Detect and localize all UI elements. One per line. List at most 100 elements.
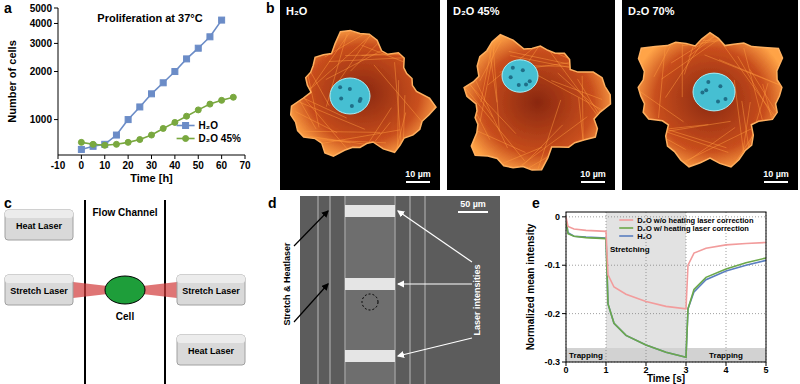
filament: [395, 112, 405, 153]
x-tick-label: 0: [563, 365, 568, 375]
marker: [184, 56, 190, 62]
image-background: [622, 0, 798, 190]
stretch-heat-label: Stretch & Heatlaser: [282, 242, 292, 326]
filaments: [638, 24, 782, 165]
nucleolus: [521, 68, 525, 72]
filament: [763, 84, 775, 129]
laser-box-highlight: [5, 210, 73, 218]
x-tick-label: 60: [216, 160, 228, 171]
nucleolus: [509, 75, 513, 79]
x-tick: [151, 155, 152, 159]
filament: [744, 48, 768, 140]
filament: [464, 88, 490, 140]
filament: [309, 139, 386, 142]
laser-box: [5, 275, 73, 305]
marker: [230, 94, 236, 100]
legend-label: D₂O 45%: [199, 133, 241, 144]
nucleus: [330, 78, 370, 114]
filament: [325, 32, 367, 57]
background: [0, 0, 800, 384]
scale-bar: [581, 181, 605, 183]
setup-diagram: Flow ChannelHeat LaserStretch LaserStret…: [5, 200, 245, 384]
filament: [734, 125, 761, 165]
region: [606, 212, 686, 362]
cell: [105, 276, 145, 304]
y-tick-label: 1000: [30, 114, 53, 125]
filament: [471, 70, 508, 148]
marker: [137, 137, 143, 143]
chart: TrappingStretchingTrapping012345-0.3-0.2…: [525, 212, 769, 384]
laser-box-highlight: [177, 275, 245, 283]
filament: [734, 80, 744, 160]
x-tick: [221, 155, 222, 159]
legend-swatch: [619, 219, 633, 221]
filament: [550, 51, 601, 120]
laser-box: [177, 335, 245, 365]
x-tick-label: 50: [193, 160, 205, 171]
x-axis-label: Time [h]: [130, 172, 173, 184]
cell-body: [291, 30, 436, 156]
marker: [102, 142, 108, 148]
y-tick: [562, 313, 566, 314]
panel-letter: c: [4, 195, 12, 211]
y-axis: [58, 8, 59, 155]
image-title: D₂O 45%: [453, 5, 500, 17]
nucleolus: [338, 85, 342, 89]
x-tick-label: 1: [603, 365, 608, 375]
panel-letter: e: [532, 195, 540, 211]
micrograph: D₂O 45% 10 µm: [447, 0, 615, 190]
filament: [513, 117, 588, 172]
y-axis-label: Number of cells: [6, 40, 18, 123]
legend-marker: [183, 136, 189, 142]
channel-label: Flow Channel: [93, 207, 158, 218]
marker: [137, 104, 143, 110]
marker: [160, 80, 166, 86]
legend-label: D₂O w/ heating laser correction: [637, 224, 749, 233]
marker: [102, 141, 108, 147]
filament: [306, 136, 350, 143]
intensities-label: Laser intensities: [472, 264, 482, 335]
arrow: [294, 211, 328, 246]
laser-label: Stretch Laser: [10, 286, 68, 296]
arrow: [294, 284, 328, 322]
y-tick-label: -0.3: [544, 357, 560, 367]
legend-label: H₂O: [637, 232, 652, 241]
filament: [329, 57, 412, 61]
x-tick-label: 5: [763, 365, 768, 375]
laser-label: Heat Laser: [16, 221, 63, 231]
y-tick: [54, 23, 58, 24]
grid-line: [726, 212, 727, 362]
scale-bar-label: 10 µm: [580, 169, 606, 179]
y-tick-label: -0.2: [544, 309, 560, 319]
nucleolus: [358, 99, 362, 103]
nucleus: [502, 60, 538, 92]
region-label: Trapping: [709, 351, 743, 360]
laser-label: Heat Laser: [188, 346, 235, 356]
x-tick-label: 10: [99, 160, 111, 171]
arrow: [398, 283, 472, 284]
image-title: H₂O: [286, 5, 308, 17]
nucleolus: [339, 96, 343, 100]
marker: [219, 17, 225, 23]
nucleolus: [718, 84, 722, 88]
nucleolus: [706, 80, 710, 84]
marker: [78, 139, 84, 145]
marker: [195, 107, 201, 113]
chart: -1001020304050607010002000300040005000Pr…: [6, 3, 251, 185]
nucleolus: [524, 82, 528, 86]
micrograph: H₂O10 µm: [280, 0, 440, 190]
y-tick-label: 0: [555, 212, 560, 222]
arrow: [398, 338, 472, 356]
x-tick: [245, 155, 246, 159]
x-tick: [174, 155, 175, 159]
x-tick-label: 40: [169, 160, 181, 171]
x-tick: [58, 155, 59, 159]
image-title: D₂O 70%: [628, 5, 675, 17]
filament: [742, 101, 750, 157]
marker: [113, 132, 119, 138]
cell-label: Cell: [116, 311, 135, 322]
filament: [305, 62, 329, 106]
channel-edge: [424, 196, 426, 384]
filament: [465, 125, 525, 152]
series-line: [566, 217, 766, 309]
